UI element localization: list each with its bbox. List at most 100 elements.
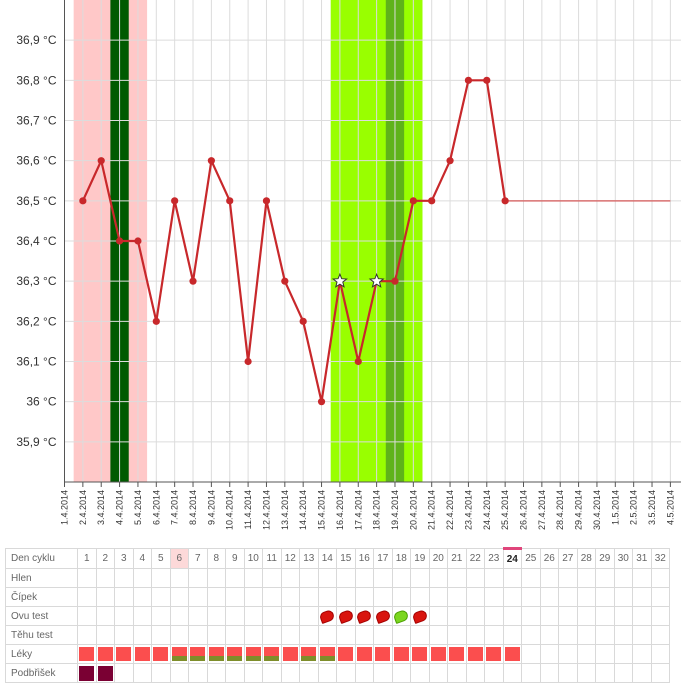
x-tick-label: 23.4.2014 — [463, 490, 473, 530]
table-cell — [650, 663, 670, 683]
table-cell — [317, 625, 337, 645]
table-cell — [391, 606, 411, 626]
medication-icon — [301, 647, 317, 661]
table-cell — [521, 587, 541, 607]
table-cell — [502, 587, 522, 607]
table-cell — [77, 663, 97, 683]
table-cell — [336, 625, 356, 645]
x-tick-label: 29.4.2014 — [574, 490, 584, 530]
table-cell — [280, 663, 300, 683]
table-cell — [225, 644, 245, 664]
table-cell — [280, 568, 300, 588]
table-cell — [225, 625, 245, 645]
table-row: Léky — [5, 644, 670, 664]
day-number: 15 — [336, 548, 356, 569]
table-cell — [169, 625, 189, 645]
x-tick-label: 1.5.2014 — [610, 490, 620, 525]
table-cell — [465, 568, 485, 588]
day-number: 24 — [502, 547, 522, 569]
medication-icon — [338, 647, 354, 661]
table-cell — [595, 625, 615, 645]
table-cell — [576, 568, 596, 588]
data-point — [483, 76, 491, 84]
table-cell — [391, 568, 411, 588]
table-cell — [132, 568, 152, 588]
abdomen-pain-icon — [79, 665, 95, 681]
medication-icon — [134, 647, 150, 661]
table-cell — [521, 663, 541, 683]
table-cell — [151, 587, 171, 607]
table-cell — [410, 606, 430, 626]
data-point — [189, 277, 197, 285]
data-point — [317, 398, 326, 406]
table-cell — [428, 663, 448, 683]
day-number: 17 — [373, 548, 393, 569]
y-tick-label: 36,7 °C — [16, 114, 56, 128]
y-tick-label: 36,1 °C — [16, 355, 56, 369]
data-point — [97, 157, 105, 165]
table-cell — [521, 644, 541, 664]
x-tick-label: 20.4.2014 — [408, 490, 418, 530]
table-cell — [632, 625, 652, 645]
data-point — [391, 277, 399, 285]
medication-icon — [153, 647, 169, 661]
table-cell — [576, 644, 596, 664]
table-cell — [151, 663, 171, 683]
star-point — [331, 272, 348, 288]
table-cell — [206, 606, 226, 626]
x-tick-label: 14.4.2014 — [298, 490, 308, 530]
table-cell — [391, 644, 411, 664]
table-cell — [484, 587, 504, 607]
table-cell — [243, 606, 263, 626]
table-cell — [354, 644, 374, 664]
table-cell — [114, 587, 134, 607]
table-cell — [280, 587, 300, 607]
x-tick-label: 18.4.2014 — [372, 490, 382, 530]
day-number: 5 — [151, 548, 171, 569]
table-cell — [428, 644, 448, 664]
table-cell — [188, 606, 208, 626]
ovu-test-negative-icon — [355, 608, 373, 624]
table-cell — [373, 644, 393, 664]
table-row: Den cyklu 1 2 3 4 5 6 7 8 9 10 11 12 13 14 15 16 17 18 19 20… — [5, 547, 670, 569]
table-cell — [336, 644, 356, 664]
ovu-test-negative-icon — [337, 608, 355, 624]
temperature-chart: 36,9 °C 36,8 °C 36,7 °C 36,6 °C 36,5 °C 36,4 … — [16, 0, 681, 530]
data-point — [281, 277, 289, 285]
day-number: 13 — [299, 548, 319, 569]
medication-icon — [430, 647, 446, 661]
ovu-test-negative-icon — [411, 608, 429, 624]
table-cell — [632, 663, 652, 683]
table-cell — [576, 663, 596, 683]
medication-icon — [79, 647, 95, 661]
temperature-line — [81, 79, 507, 402]
table-cell — [576, 606, 596, 626]
table-cell — [428, 606, 448, 626]
table-cell — [632, 644, 652, 664]
day-number: 18 — [391, 548, 411, 569]
y-tick-label: 36,2 °C — [16, 314, 56, 328]
x-tick-label: 1.4.2014 — [60, 490, 70, 525]
row-label: Ovu test — [5, 606, 78, 626]
table-cell — [539, 625, 559, 645]
medication-icon — [375, 647, 391, 661]
day-number: 29 — [595, 548, 615, 569]
table-cell — [95, 663, 115, 683]
table-cell — [132, 625, 152, 645]
table-cell — [77, 568, 97, 588]
table-cell — [243, 568, 263, 588]
table-cell — [169, 568, 189, 588]
x-tick-label: 17.4.2014 — [353, 490, 363, 530]
day-number: 6 — [169, 548, 189, 569]
star-point — [368, 272, 385, 288]
medication-icon — [467, 647, 483, 661]
table-cell — [558, 606, 578, 626]
table-cell — [336, 587, 356, 607]
data-point — [115, 237, 124, 245]
table-cell — [595, 663, 615, 683]
table-cell — [95, 644, 115, 664]
x-tick-label: 2.5.2014 — [629, 490, 639, 525]
medication-icon — [393, 647, 409, 661]
table-cell — [243, 644, 263, 664]
table-cell — [428, 568, 448, 588]
